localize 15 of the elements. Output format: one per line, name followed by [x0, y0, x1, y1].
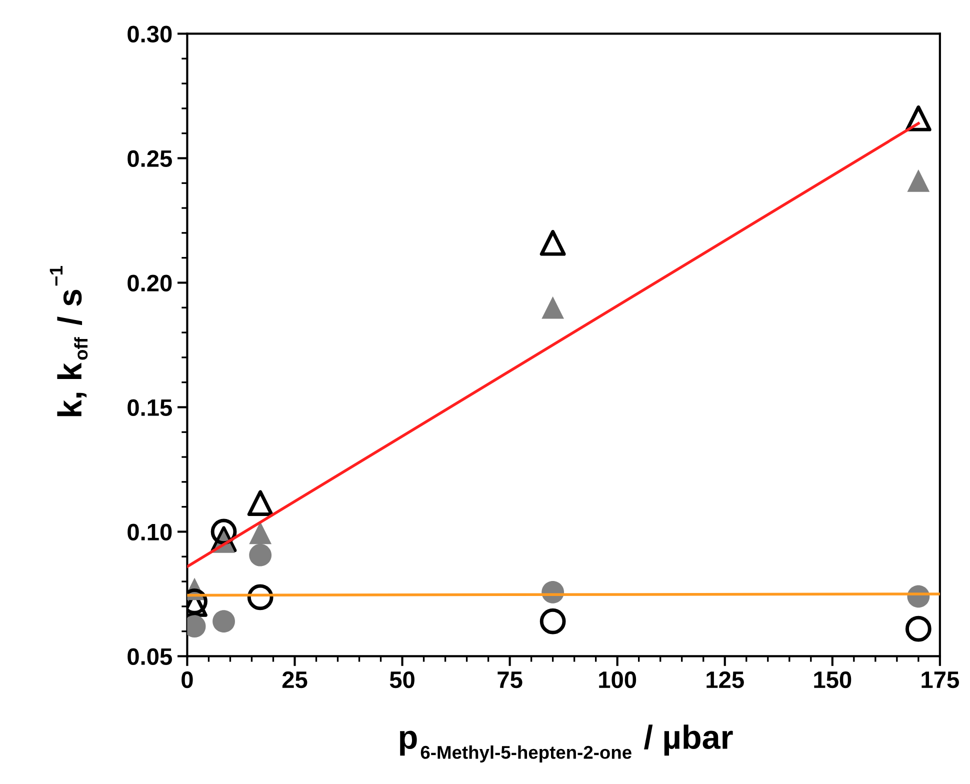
x-tick-label: 50	[390, 671, 414, 688]
y-tick-label: 0.20	[128, 274, 172, 292]
y-tick-label: 0.30	[128, 26, 172, 43]
x-tick-label: 25	[282, 671, 308, 688]
x-tick-label: 0	[182, 671, 193, 688]
y-tick-label: 0.15	[128, 399, 172, 416]
y-tick-label: 0.10	[128, 524, 172, 540]
y-tick-label: 0.05	[128, 648, 172, 665]
x-tick-label: 150	[814, 671, 852, 688]
x-tick-label: 100	[599, 671, 636, 688]
x-tick-label: 175	[922, 672, 959, 688]
x-tick-label: 75	[498, 672, 522, 688]
y-tick-label: 0.25	[128, 150, 172, 167]
x-tick-label: 125	[706, 671, 744, 688]
y-axis-title: k, koff / s−1	[50, 266, 88, 416]
